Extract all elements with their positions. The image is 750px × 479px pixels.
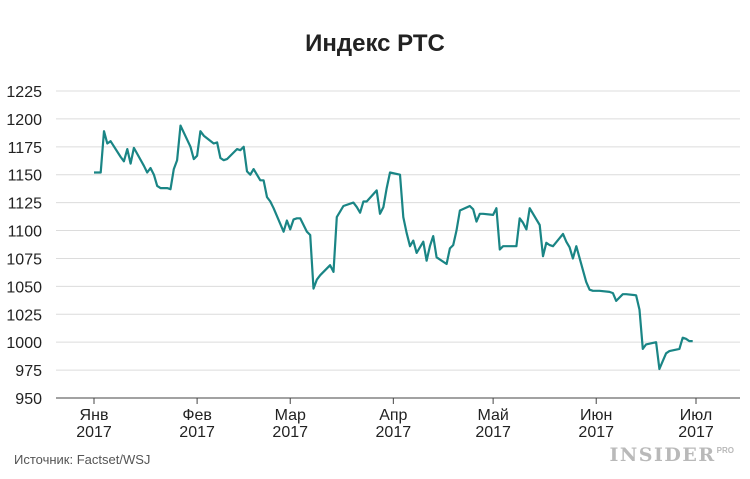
y-tick-label: 1150 — [8, 168, 43, 185]
series-group — [94, 124, 693, 371]
logo-sub-text: PRO — [716, 446, 734, 455]
y-tick-label: 975 — [15, 363, 42, 380]
y-tick-label: 1125 — [8, 196, 43, 213]
x-tick-month: Мар — [275, 407, 306, 424]
x-tick-month: Янв — [80, 407, 109, 424]
x-axis: Янв2017Фев2017Мар2017Апр2017Май2017Июн20… — [76, 398, 714, 441]
x-tick-year: 2017 — [272, 424, 308, 441]
logo-main-text: INSIDER — [609, 444, 716, 466]
y-tick-label: 950 — [15, 391, 42, 408]
x-tick-month: Фев — [182, 407, 212, 424]
y-tick-label: 1025 — [6, 307, 42, 324]
y-axis-ticks: 950 975 1000 1025 1050 1075 1100 1125 1150 1175 12… — [6, 84, 42, 408]
insider-pro-logo: INSIDER PRO — [610, 444, 734, 466]
x-tick-year: 2017 — [76, 424, 112, 441]
gridlines — [56, 90, 740, 399]
series-line-0 — [94, 124, 693, 371]
y-tick-label: 1050 — [6, 279, 42, 296]
chart-title: Индекс РТС — [305, 30, 445, 57]
y-tick-label: 1200 — [6, 112, 42, 129]
x-tick-year: 2017 — [376, 424, 412, 441]
x-tick-month: Апр — [379, 407, 407, 424]
y-tick-label: 1000 — [6, 335, 42, 352]
x-tick-year: 2017 — [678, 424, 714, 441]
x-tick-year: 2017 — [179, 424, 215, 441]
y-tick-label: 1075 — [6, 251, 42, 268]
x-tick-year: 2017 — [475, 424, 511, 441]
y-tick-label: 1225 — [6, 84, 42, 101]
x-tick-month: Май — [477, 407, 508, 424]
x-tick-month: Июл — [680, 407, 712, 424]
y-tick-label: 1175 — [8, 140, 43, 157]
y-tick-label: 1100 — [8, 224, 43, 241]
source-note: Источник: Factset/WSJ — [14, 452, 151, 467]
x-tick-month: Июн — [580, 407, 612, 424]
x-tick-year: 2017 — [578, 424, 614, 441]
